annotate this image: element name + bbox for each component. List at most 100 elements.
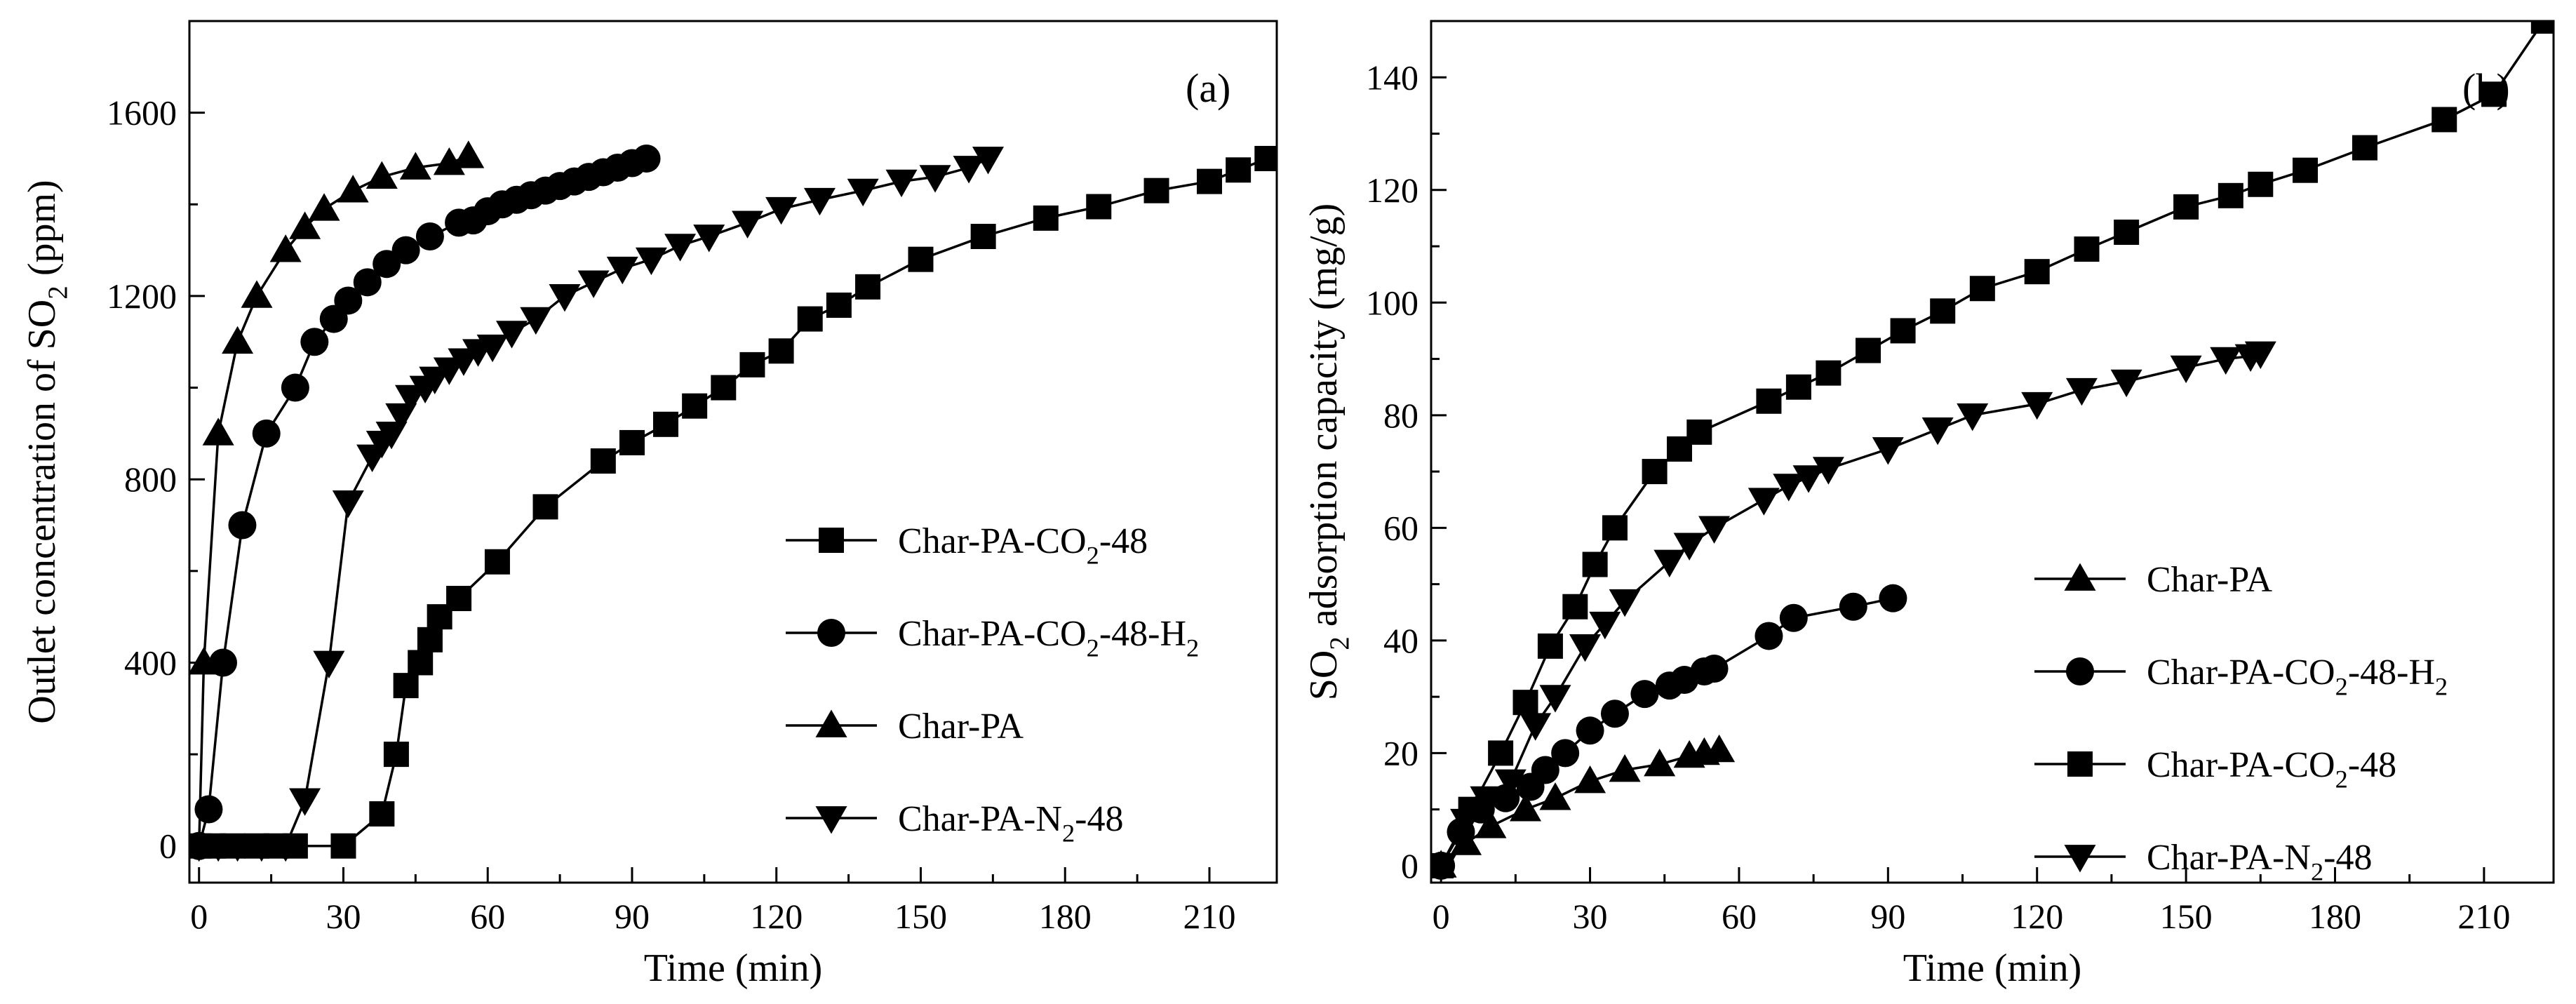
data-point (2065, 377, 2098, 406)
y-tick-label: 40 (1383, 621, 1418, 660)
data-point (1086, 194, 1112, 220)
data-point (1700, 655, 1729, 683)
data-point (2293, 157, 2319, 183)
data-point (1450, 808, 1482, 837)
data-point (1488, 740, 1514, 766)
series-line (199, 157, 989, 848)
data-point (549, 284, 581, 312)
data-point (1773, 474, 1805, 502)
legend-label: Char-PA-CO2-48 (2147, 745, 2396, 794)
data-point (855, 274, 881, 300)
data-point (332, 490, 364, 518)
data-point (1792, 465, 1825, 493)
data-point (1574, 765, 1606, 794)
data-point (2248, 171, 2274, 197)
data-point (953, 156, 985, 184)
data-point (484, 549, 510, 575)
data-point (2110, 369, 2142, 398)
data-point (2074, 236, 2100, 262)
y-tick-label: 0 (159, 826, 177, 866)
data-point (1812, 457, 1844, 485)
data-point (1576, 716, 1604, 745)
legend-item: Char-PA-N2-48 (2034, 838, 2372, 886)
legend: Char-PA Char-PA-CO2-48-H2 Char-PA-CO2-48 Ch… (2034, 560, 2448, 886)
data-point (308, 193, 340, 221)
data-point (1531, 756, 1559, 784)
data-point (393, 673, 419, 699)
data-point (1510, 794, 1542, 822)
data-point (970, 224, 996, 249)
data-point (222, 326, 254, 354)
y-tick-label: 800 (124, 460, 177, 499)
data-point (1816, 360, 1842, 386)
data-point (300, 328, 329, 356)
data-point (797, 306, 823, 332)
data-point (1839, 592, 1867, 621)
data-point (337, 175, 369, 203)
data-point (2021, 391, 2053, 420)
data-point (194, 795, 223, 824)
data-point (241, 280, 273, 308)
data-point (1856, 337, 1881, 363)
x-tick-label: 210 (1183, 897, 1235, 936)
data-point (682, 393, 708, 419)
data-point (452, 140, 485, 168)
x-tick-label: 210 (2457, 897, 2510, 936)
y-axis-label: SO2 adsorption capacity (mg/g) (1302, 203, 1355, 701)
data-point (1630, 680, 1659, 709)
legend-marker-icon (817, 619, 845, 647)
data-point (652, 411, 678, 437)
data-point (1589, 611, 1621, 640)
data-point (1930, 298, 1956, 324)
data-point (2352, 135, 2377, 161)
data-point (847, 178, 879, 207)
data-point (369, 801, 395, 827)
data-point (415, 222, 444, 250)
data-point (2210, 347, 2242, 375)
data-point (1879, 584, 1907, 613)
series-line (1440, 596, 1893, 866)
x-tick-label: 180 (1039, 897, 1092, 936)
series-line (1440, 21, 2545, 866)
x-tick-label: 150 (894, 897, 947, 936)
data-point (1747, 488, 1780, 516)
y-tick-label: 100 (1366, 283, 1418, 322)
data-point (1686, 419, 1712, 445)
data-point (281, 373, 309, 402)
x-tick-label: 0 (190, 897, 208, 936)
data-point (1609, 589, 1641, 617)
series-Char-PA (189, 140, 485, 858)
data-point (919, 165, 951, 193)
legend-marker-icon (819, 528, 844, 553)
data-point (383, 742, 409, 768)
data-point (635, 247, 667, 276)
x-axis-label: Time (min) (1903, 946, 2082, 990)
data-point (228, 511, 257, 540)
data-point (375, 421, 408, 450)
data-point (532, 494, 558, 520)
series-line (197, 155, 469, 846)
x-tick-label: 60 (470, 897, 505, 936)
x-tick-label: 180 (2309, 897, 2361, 936)
legend-label: Char-PA (2147, 560, 2273, 600)
y-tick-label: 1200 (107, 276, 177, 316)
legend-item: Char-PA-CO2-48-H2 (2034, 652, 2448, 701)
y-axis-label: Outlet concentration of SO2 (ppm) (20, 180, 73, 723)
data-point (334, 286, 363, 315)
data-point (476, 334, 509, 363)
data-point (1512, 690, 1538, 716)
y-tick-label: 400 (124, 643, 177, 682)
data-point (619, 429, 645, 455)
data-point (330, 833, 356, 859)
x-tick-label: 90 (1870, 897, 1905, 936)
data-point (1033, 205, 1059, 231)
data-point (391, 236, 420, 265)
data-point (1785, 374, 1811, 400)
panel-label: (a) (1186, 65, 1230, 111)
data-point (1254, 145, 1277, 171)
y-tick-label: 140 (1366, 58, 1418, 97)
data-point (1539, 782, 1571, 810)
data-point (577, 270, 610, 298)
plot-frame (188, 20, 1278, 884)
x-axis-label: Time (min) (644, 946, 823, 990)
